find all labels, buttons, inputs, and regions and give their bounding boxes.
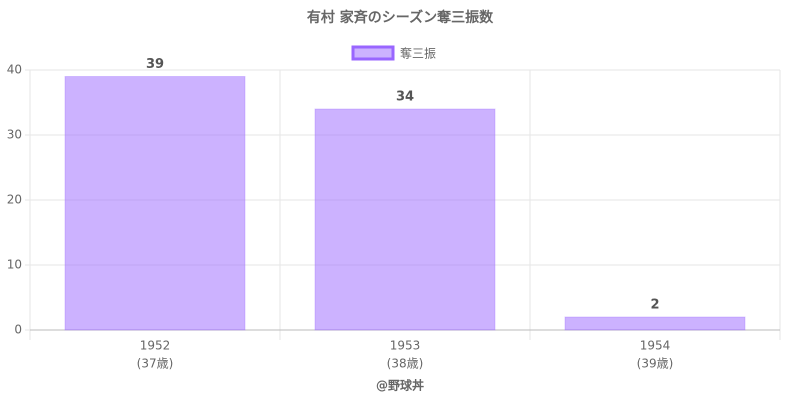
x-tick-label: 1954 <box>640 339 671 353</box>
chart-title: 有村 家斉のシーズン奪三振数 <box>307 9 494 26</box>
y-tick-label: 10 <box>7 258 22 272</box>
y-tick-label: 40 <box>7 63 22 77</box>
x-tick-note: (37歳) <box>137 357 174 371</box>
footer: @野球丼 <box>376 378 424 393</box>
x-tick-note: (39歳) <box>637 357 674 371</box>
bar <box>564 316 746 331</box>
bar <box>314 108 496 331</box>
legend-label: 奪三振 <box>400 46 436 61</box>
value-label: 34 <box>396 90 414 105</box>
y-tick-label: 0 <box>14 323 22 337</box>
x-tick-note: (38歳) <box>387 357 424 371</box>
x-tick-label: 1953 <box>390 339 421 353</box>
value-label: 39 <box>146 57 164 72</box>
value-label: 2 <box>650 298 659 313</box>
y-tick-label: 30 <box>7 128 22 142</box>
bar <box>64 76 246 331</box>
y-tick-label: 20 <box>7 193 22 207</box>
legend-swatch <box>351 45 395 61</box>
x-tick-label: 1952 <box>140 339 171 353</box>
